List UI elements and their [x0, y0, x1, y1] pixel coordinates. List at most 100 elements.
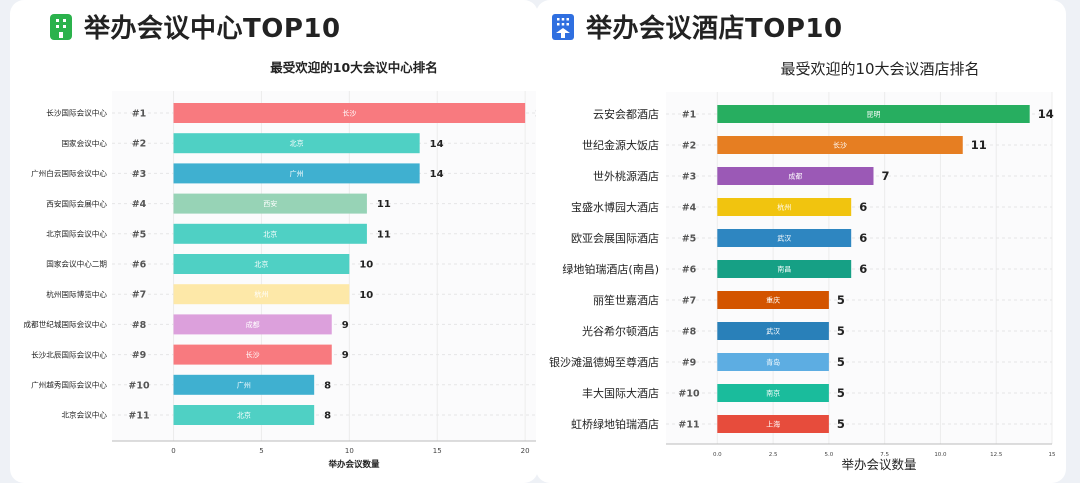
- c0-bar-city-label: 北京: [237, 411, 251, 420]
- c1-bar-city-label: 昆明: [867, 111, 881, 119]
- c1-bar: [717, 384, 829, 402]
- c0-rank-label: #11: [128, 411, 149, 422]
- c1-bar: [717, 167, 874, 185]
- c1-bar-city-label: 南昌: [777, 265, 791, 274]
- c1-x-tick-label: 2.5: [769, 452, 778, 458]
- right-section-header: 举办会议酒店TOP10: [552, 8, 843, 45]
- c1-category-label: 丰大国际大酒店: [582, 386, 659, 400]
- c0-x-tick-label: 15: [433, 447, 442, 455]
- c1-bar-city-label: 武汉: [766, 327, 780, 336]
- c1-rank-label: #6: [682, 265, 697, 276]
- c1-x-tick-label: 10.0: [934, 452, 947, 458]
- c1-x-tick-label: 15: [1049, 452, 1056, 458]
- c0-bar: [173, 374, 315, 395]
- c0-bar-city-label: 北京: [290, 139, 304, 148]
- c1-bar: [717, 415, 829, 433]
- c1-bar-city-label: 成都: [788, 172, 802, 181]
- c0-bar-city-label: 西安: [263, 199, 277, 208]
- c1-x-tick-label: 12.5: [990, 452, 1003, 458]
- c1-bar-city-label: 上海: [766, 420, 780, 429]
- c0-category-label: 成都世纪城国际会议中心: [23, 319, 107, 329]
- c0-category-label: 广州越秀国际会议中心: [31, 379, 107, 389]
- c0-bar-city-label: 广州: [290, 169, 304, 178]
- c0-bar: [173, 223, 367, 244]
- c1-rank-label: #2: [682, 141, 697, 152]
- right-panel: 举办会议酒店TOP10 最受欢迎的10大会议酒店排名 0.0 2.5 5.0 7.5 10…: [536, 0, 1066, 483]
- right-chart: 最受欢迎的10大会议酒店排名 0.0 2.5 5.0 7.5 10.0 12.5 15 举办会议…: [549, 60, 1056, 472]
- c0-value-label: 11: [377, 229, 391, 240]
- c1-value-label: 7: [882, 169, 890, 183]
- left-chart: 最受欢迎的10大会议中心排名 0 5 10 15 20 举办会议数量 长沙国际会议中心 #1 长沙…: [23, 60, 538, 470]
- c0-bar: [173, 133, 420, 154]
- c1-rank-label: #1: [682, 110, 697, 121]
- c0-value-label: 11: [377, 199, 391, 210]
- c1-x-tick-label: 0.0: [713, 452, 722, 458]
- c0-x-tick-label: 5: [259, 447, 263, 455]
- c0-bar: [173, 405, 315, 425]
- c1-category-label: 虹桥绿地铂瑞酒店: [571, 417, 659, 431]
- c1-value-label: 5: [837, 417, 845, 431]
- c1-bar-city-label: 长沙: [833, 141, 847, 150]
- c0-rank-label: #9: [132, 350, 147, 361]
- c1-bar-city-label: 重庆: [766, 296, 780, 305]
- c1-category-label: 世外桃源酒店: [593, 169, 659, 183]
- c0-x-tick-label: 0: [171, 447, 175, 455]
- c1-value-label: 5: [837, 386, 845, 400]
- c0-category-label: 长沙北辰国际会议中心: [31, 349, 107, 359]
- c0-x-tick-label: 10: [345, 447, 354, 455]
- c1-value-label: 6: [859, 231, 867, 245]
- c0-value-label: 14: [430, 169, 444, 180]
- c0-rank-label: #5: [132, 229, 147, 240]
- c1-value-label: 5: [837, 324, 845, 338]
- c1-rank-label: #9: [682, 358, 697, 369]
- c0-value-label: 10: [359, 260, 373, 271]
- c1-bar-city-label: 南京: [766, 389, 780, 398]
- c1-chart-title: 最受欢迎的10大会议酒店排名: [780, 60, 979, 78]
- c1-rank-label: #11: [678, 420, 699, 431]
- c1-bar: [717, 322, 829, 340]
- c1-bar-city-label: 青岛: [766, 358, 780, 367]
- c1-category-label: 云安会都酒店: [593, 107, 659, 121]
- c0-bar-city-label: 广州: [237, 380, 251, 389]
- c0-value-label: 9: [342, 350, 349, 361]
- c0-rank-label: #1: [132, 109, 147, 120]
- c0-x-axis-label: 举办会议数量: [327, 459, 380, 470]
- c1-value-label: 6: [859, 200, 867, 214]
- c0-rank-label: #4: [132, 199, 147, 210]
- c1-category-label: 世纪金源大饭店: [582, 138, 659, 152]
- c1-value-label: 5: [837, 293, 845, 307]
- left-panel: 举办会议中心TOP10 最受欢迎的10大会议中心排名 0 5 10 15 20 举办会议数量…: [10, 0, 538, 483]
- c0-bar: [173, 314, 332, 335]
- left-section-header: 举办会议中心TOP10: [50, 8, 341, 45]
- c1-bar: [717, 353, 829, 371]
- c1-bar: [717, 136, 963, 154]
- c1-bar-city-label: 杭州: [777, 203, 791, 212]
- c0-x-tick-label: 20: [521, 447, 530, 455]
- c1-category-label: 光谷希尔顿酒店: [582, 324, 659, 338]
- c0-category-label: 国家会议中心二期: [46, 259, 107, 269]
- c1-value-label: 5: [837, 355, 845, 369]
- c0-value-label: 14: [430, 139, 444, 150]
- c0-bar-city-label: 杭州: [254, 290, 268, 299]
- c1-category-label: 丽笙世嘉酒店: [593, 293, 659, 307]
- c1-rank-label: #4: [682, 203, 697, 214]
- c1-rank-label: #5: [682, 234, 697, 245]
- c1-category-label: 欧亚会展国际酒店: [571, 231, 659, 245]
- c0-bar-city-label: 北京: [254, 260, 268, 269]
- c1-rank-label: #8: [682, 327, 697, 338]
- c0-rank-label: #7: [132, 290, 147, 301]
- c0-category-label: 广州白云国际会议中心: [31, 168, 107, 178]
- c0-value-label: 8: [324, 411, 331, 422]
- c0-value-label: 8: [324, 380, 331, 391]
- c1-value-label: 6: [859, 262, 867, 276]
- c1-rank-label: #10: [678, 389, 700, 400]
- c0-category-label: 北京国际会议中心: [46, 228, 107, 238]
- c1-bar: [717, 260, 852, 278]
- c0-bar: [173, 163, 420, 184]
- c1-category-label: 绿地铂瑞酒店(南昌): [562, 262, 659, 276]
- c0-rank-label: #10: [128, 380, 150, 391]
- c0-chart-title: 最受欢迎的10大会议中心排名: [270, 60, 437, 75]
- c0-category-label: 杭州国际博览中心: [46, 289, 107, 299]
- c1-value-label: 14: [1038, 107, 1054, 121]
- c0-bar-city-label: 北京: [263, 229, 277, 238]
